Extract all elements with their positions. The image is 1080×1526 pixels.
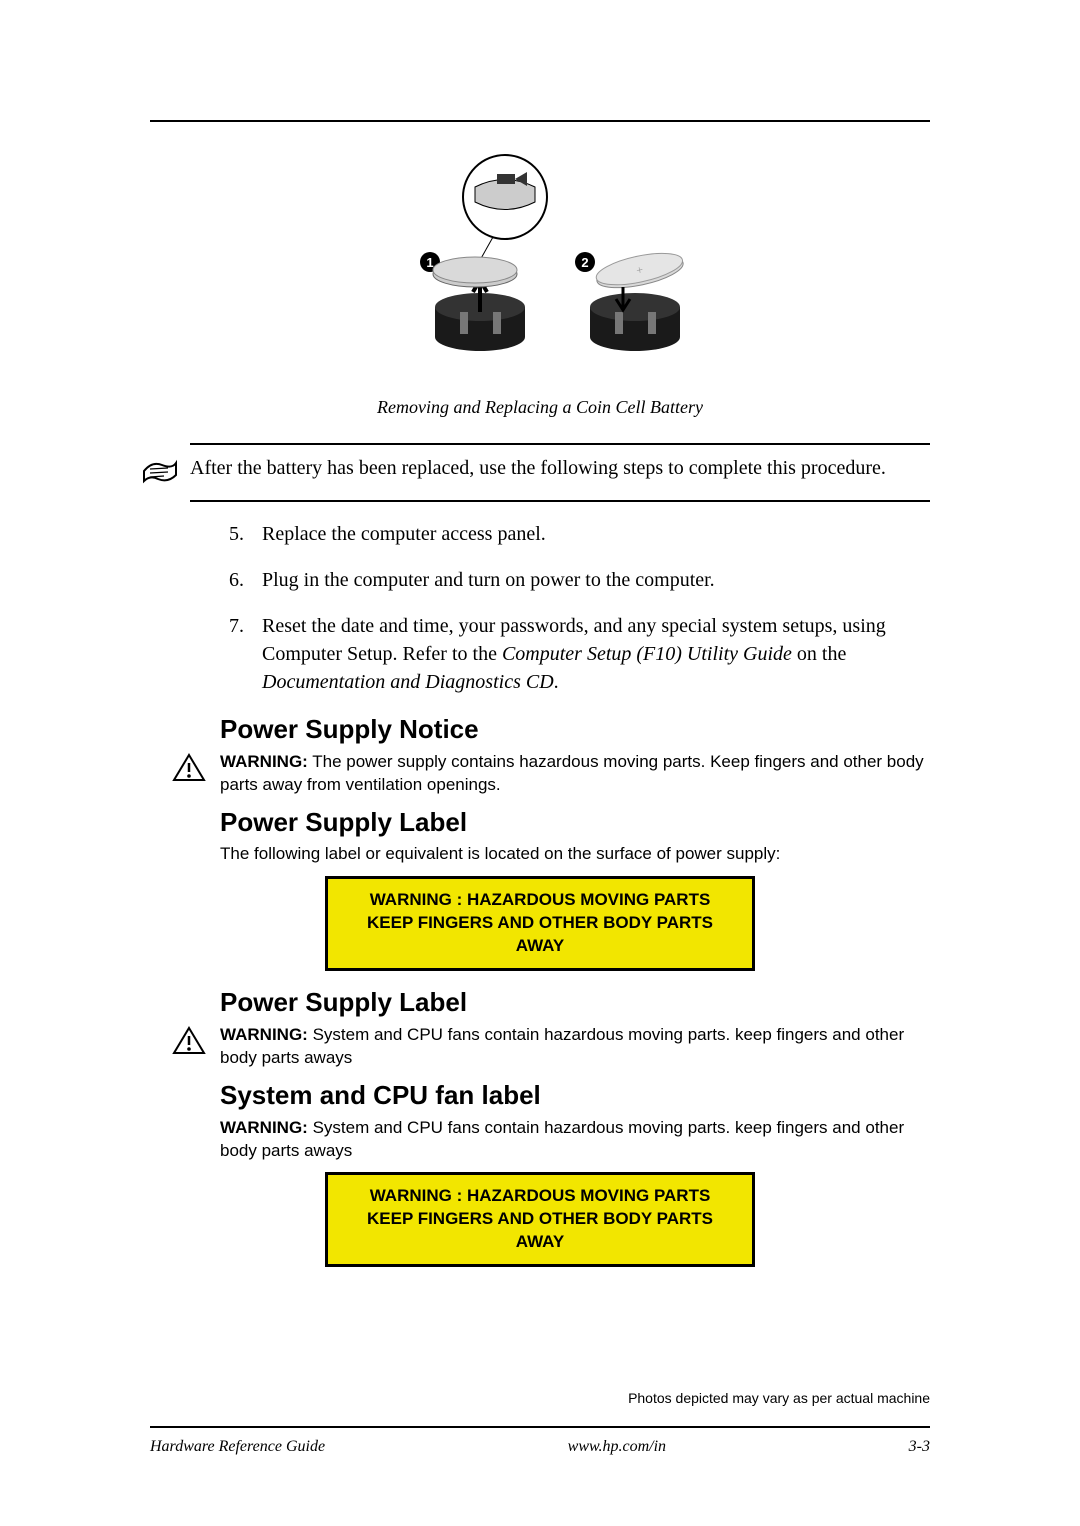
hazard-label-line1: WARNING : HAZARDOUS MOVING PARTS — [342, 889, 738, 912]
step-item: 7. Reset the date and time, your passwor… — [220, 612, 930, 696]
heading-system-cpu-fan-label: System and CPU fan label — [220, 1080, 930, 1111]
footer-page-number: 3-3 — [909, 1438, 930, 1456]
warning-text: WARNING: System and CPU fans contain haz… — [220, 1024, 930, 1070]
warning-text: WARNING: The power supply contains hazar… — [220, 751, 930, 797]
footer-center: www.hp.com/in — [568, 1438, 666, 1456]
steps-list: 5. Replace the computer access panel. 6.… — [220, 520, 930, 696]
step-text-mid: on the — [792, 643, 846, 665]
note-icon — [142, 457, 178, 490]
warning-icon — [172, 753, 206, 788]
warning-label: WARNING: — [220, 1025, 308, 1044]
step-number: 5. — [220, 520, 244, 548]
hazard-label-2: WARNING : HAZARDOUS MOVING PARTS KEEP FI… — [325, 1172, 755, 1267]
warning-row: WARNING: The power supply contains hazar… — [220, 751, 930, 797]
hazard-label-line1: WARNING : HAZARDOUS MOVING PARTS — [342, 1185, 738, 1208]
step-text-ital1: Computer Setup (F10) Utility Guide — [502, 643, 792, 665]
hazard-label-1: WARNING : HAZARDOUS MOVING PARTS KEEP FI… — [325, 876, 755, 971]
hazard-label-line2: KEEP FINGERS AND OTHER BODY PARTS AWAY — [342, 912, 738, 958]
warning-body: The power supply contains hazardous movi… — [220, 752, 924, 794]
step-number: 6. — [220, 566, 244, 594]
step-item: 5. Replace the computer access panel. — [220, 520, 930, 548]
top-rule — [150, 120, 930, 122]
warning-row: WARNING: System and CPU fans contain haz… — [220, 1024, 930, 1070]
document-page: 1 2 + — [0, 0, 1080, 1526]
note-block: After the battery has been replaced, use… — [190, 443, 930, 502]
disclaimer-text: Photos depicted may vary as per actual m… — [628, 1390, 930, 1406]
warning-text: WARNING: System and CPU fans contain haz… — [220, 1117, 930, 1163]
note-text: After the battery has been replaced, use… — [190, 455, 886, 482]
footer-left: Hardware Reference Guide — [150, 1438, 325, 1456]
step-body: Replace the computer access panel. — [262, 520, 930, 548]
svg-text:2: 2 — [581, 255, 588, 270]
warning-body: System and CPU fans contain hazardous mo… — [220, 1118, 904, 1160]
figure-area: 1 2 + — [150, 152, 930, 377]
step-item: 6. Plug in the computer and turn on powe… — [220, 566, 930, 594]
warning-label: WARNING: — [220, 752, 308, 771]
warning-icon — [172, 1026, 206, 1061]
hazard-label-line2: KEEP FINGERS AND OTHER BODY PARTS AWAY — [342, 1208, 738, 1254]
coin-cell-figure: 1 2 + — [375, 152, 705, 372]
warning-row: WARNING: System and CPU fans contain haz… — [220, 1117, 930, 1163]
bottom-rule — [150, 1426, 930, 1428]
intro-text: The following label or equivalent is loc… — [220, 844, 930, 864]
warning-body: System and CPU fans contain hazardous mo… — [220, 1025, 904, 1067]
step-text-post: . — [554, 671, 559, 693]
step-number: 7. — [220, 612, 244, 696]
step-body: Plug in the computer and turn on power t… — [262, 566, 930, 594]
heading-power-supply-notice: Power Supply Notice — [220, 714, 930, 745]
heading-power-supply-label-1: Power Supply Label — [220, 807, 930, 838]
figure-caption: Removing and Replacing a Coin Cell Batte… — [150, 397, 930, 418]
heading-power-supply-label-2: Power Supply Label — [220, 987, 930, 1018]
step-text-ital2: Documentation and Diagnostics CD — [262, 671, 554, 693]
footer: Hardware Reference Guide www.hp.com/in 3… — [150, 1438, 930, 1456]
warning-label: WARNING: — [220, 1118, 308, 1137]
step-body: Reset the date and time, your passwords,… — [262, 612, 930, 696]
svg-text:1: 1 — [426, 255, 433, 270]
